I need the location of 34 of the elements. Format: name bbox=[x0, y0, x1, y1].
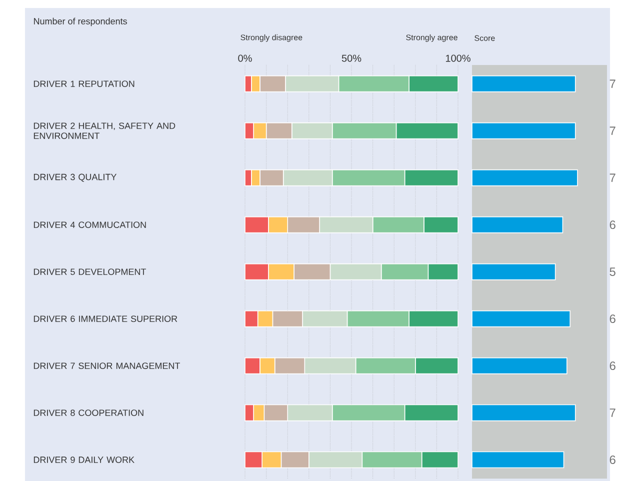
y-tick-label: DRIVER 8 COOPERATION bbox=[34, 410, 144, 416]
bar bbox=[472, 75, 576, 92]
text: 6 bbox=[610, 314, 616, 324]
bar bbox=[472, 216, 564, 234]
bar bbox=[472, 310, 570, 328]
text: 7 bbox=[610, 80, 616, 88]
text: Number of respondents bbox=[34, 18, 127, 26]
bar bbox=[472, 263, 556, 280]
y-tick-label: DRIVER 6 IMMEDIATE SUPERIOR bbox=[34, 316, 178, 322]
chart-title: Score bbox=[474, 35, 495, 41]
text: 6 bbox=[610, 456, 616, 464]
x-tick-label: 50% bbox=[342, 54, 362, 62]
y-tick-label: DRIVER 7 SENIOR MANAGEMENT bbox=[34, 362, 180, 369]
bar bbox=[472, 357, 568, 374]
text: Strongly disagree bbox=[240, 34, 302, 42]
y-tick-label: DRIVER 1 REPUTATION bbox=[34, 80, 134, 87]
bar bbox=[472, 451, 564, 468]
bar bbox=[472, 404, 576, 422]
y-tick-label: DRIVER 5 DEVELOPMENT bbox=[34, 268, 146, 275]
x-tick-label: 100% bbox=[446, 54, 470, 62]
bar bbox=[472, 122, 576, 140]
y-tick-label: DRIVER 3 QUALITY bbox=[34, 174, 117, 182]
bar bbox=[472, 169, 578, 186]
text: 6 bbox=[610, 362, 616, 370]
text: 7 bbox=[610, 174, 616, 182]
text: 7 bbox=[610, 408, 616, 417]
text: 7 bbox=[610, 126, 616, 135]
text: 5 bbox=[610, 268, 616, 276]
x-tick-label: 0% bbox=[238, 54, 252, 62]
y-tick-label: DRIVER 4 COMMUCATION bbox=[34, 222, 146, 228]
y-tick-label: DRIVER 2 HEALTH, SAFETY AND ENVIRONMENT bbox=[34, 122, 176, 139]
y-tick-label: DRIVER 9 DAILY WORK bbox=[34, 456, 134, 463]
text: Strongly agree bbox=[406, 34, 458, 42]
text: 6 bbox=[610, 220, 616, 230]
